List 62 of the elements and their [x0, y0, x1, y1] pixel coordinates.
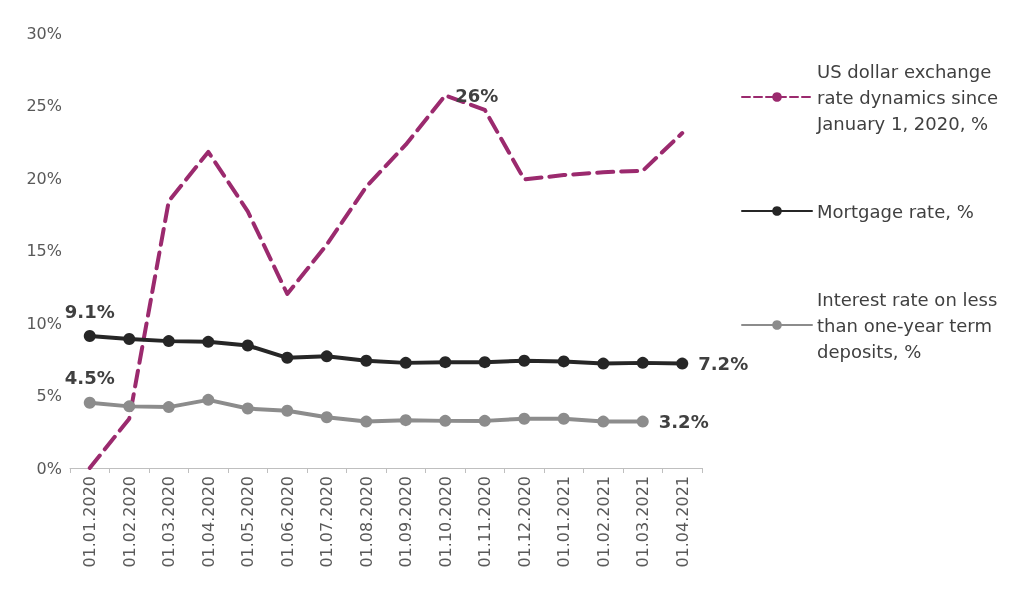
- data-label: 3.2%: [658, 411, 709, 433]
- y-tick-label: 20%: [26, 168, 62, 188]
- x-tick-label: 01.05.2020: [238, 476, 258, 568]
- point: [320, 350, 333, 363]
- point: [162, 401, 175, 414]
- point: [478, 414, 491, 427]
- point: [399, 414, 412, 427]
- x-tick-label: 01.04.2020: [198, 476, 218, 568]
- x-tick-label: 01.10.2020: [435, 476, 455, 568]
- data-label: 9.1%: [64, 300, 115, 322]
- x-tick-label: 01.01.2020: [80, 476, 100, 568]
- y-tick-label: 15%: [26, 241, 62, 260]
- point: [557, 412, 570, 425]
- point: [241, 339, 254, 352]
- point: [360, 354, 373, 367]
- point: [123, 400, 136, 413]
- x-tick-label: 01.03.2021: [633, 476, 653, 568]
- point: [518, 412, 531, 425]
- point: [281, 404, 294, 417]
- point: [439, 414, 452, 427]
- point: [518, 354, 531, 367]
- point: [281, 351, 294, 364]
- x-tick-label: 01.06.2020: [277, 476, 297, 568]
- legend-label: Interest rate on less than one-year term deposits, %: [817, 288, 1004, 362]
- point: [202, 335, 215, 348]
- legend-label: US dollar exchange rate dynamics since January 1, 2020, %: [816, 60, 1004, 134]
- y-tick-label: 10%: [26, 313, 62, 333]
- point: [241, 402, 254, 415]
- x-tick-label: 01.02.2021: [593, 476, 613, 568]
- data-label: 26%: [455, 84, 499, 106]
- point: [597, 357, 610, 370]
- point: [399, 356, 412, 369]
- x-tick-label: 01.09.2020: [396, 476, 416, 568]
- x-tick-label: 01.03.2020: [159, 476, 179, 568]
- point: [162, 335, 175, 348]
- point: [597, 415, 610, 428]
- y-tick-label: 25%: [26, 96, 62, 115]
- point: [83, 396, 96, 409]
- data-label: 7.2%: [698, 353, 749, 375]
- point: [676, 357, 689, 370]
- x-tick-label: 01.07.2020: [317, 476, 337, 568]
- point: [123, 332, 136, 345]
- x-tick-label: 01.04.2021: [672, 476, 692, 568]
- y-tick-label: 30%: [26, 23, 62, 43]
- point: [439, 356, 452, 369]
- x-tick-label: 01.02.2020: [119, 476, 139, 568]
- point: [202, 393, 215, 406]
- x-tick-label: 01.08.2020: [356, 476, 376, 568]
- y-tick-label: 5%: [36, 386, 62, 405]
- point: [478, 356, 491, 369]
- legend-label: Mortgage rate, %: [817, 200, 974, 222]
- x-tick-label: 01.12.2020: [514, 476, 534, 568]
- point: [636, 415, 649, 428]
- x-tick-label: 01.11.2020: [475, 476, 495, 568]
- point: [83, 330, 96, 343]
- y-tick-label: 0%: [36, 458, 62, 478]
- x-tick-label: 01.01.2021: [554, 476, 574, 568]
- point: [636, 356, 649, 369]
- point: [557, 355, 570, 368]
- point: [320, 411, 333, 424]
- data-label: 4.5%: [64, 367, 115, 389]
- point: [360, 415, 373, 428]
